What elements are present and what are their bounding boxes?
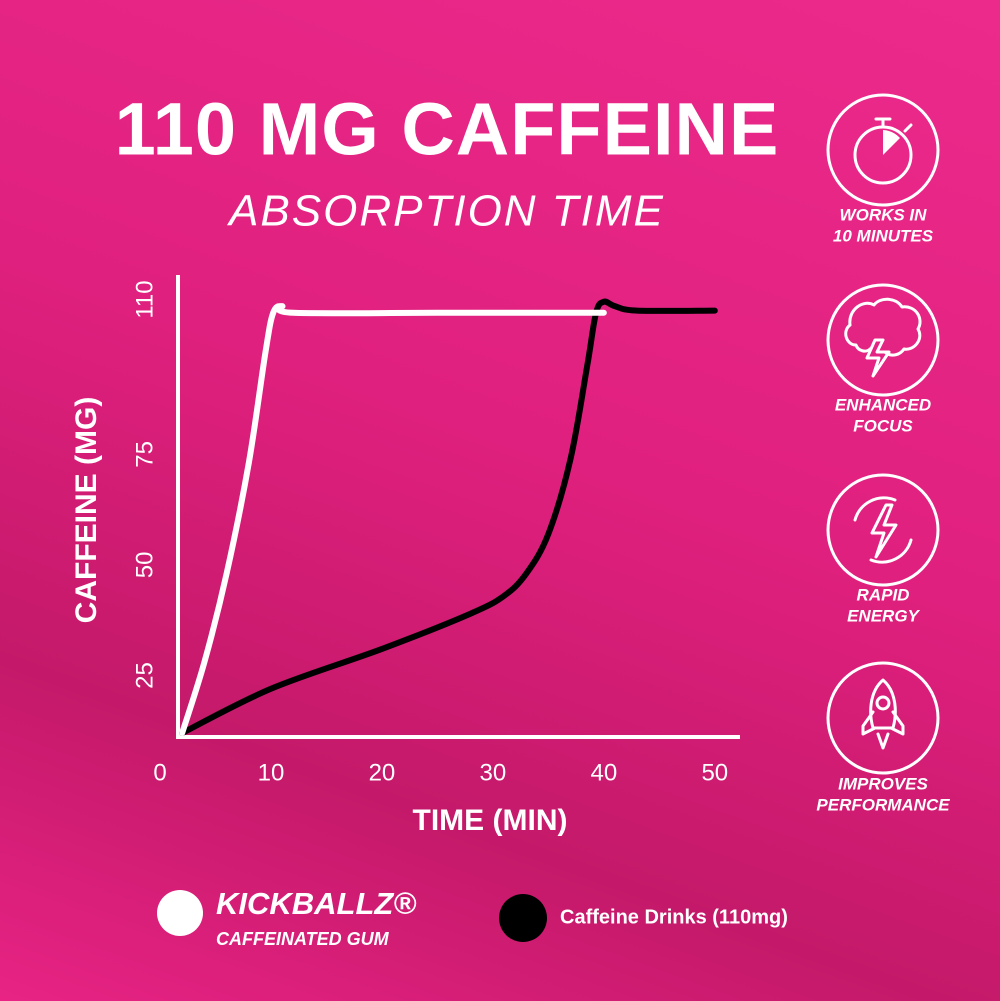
y-tick-label: 50 — [131, 552, 158, 579]
feature-label: ENERGY — [847, 606, 920, 625]
x-tick-label: 40 — [590, 759, 617, 786]
legend-swatch — [157, 890, 203, 936]
x-tick-label: 0 — [153, 759, 166, 786]
legend-caption: CAFFEINATED GUM — [216, 929, 390, 949]
feature-icon — [826, 473, 940, 587]
chart-title: 110 MG CAFFEINE — [115, 88, 780, 171]
series-line — [179, 303, 607, 736]
x-tick-label: 50 — [701, 759, 728, 786]
feature-label: IMPROVES — [838, 774, 928, 793]
feature-label: 10 MINUTES — [833, 226, 934, 245]
feature-label: FOCUS — [853, 416, 913, 435]
legend-label: KICKBALLZ® — [216, 886, 416, 921]
feature-label: ENHANCED — [835, 395, 931, 414]
feature-label: WORKS IN — [840, 205, 928, 224]
x-tick-label: 10 — [258, 759, 285, 786]
feature-icon — [826, 93, 940, 207]
legend-label: Caffeine Drinks (110mg) — [560, 906, 788, 928]
series-line — [179, 298, 718, 736]
feature-label: RAPID — [857, 585, 910, 604]
y-tick-label: 110 — [131, 280, 158, 318]
legend-swatch — [499, 894, 547, 942]
y-axis-label: CAFFEINE (MG) — [70, 397, 103, 624]
y-tick-label: 75 — [131, 441, 158, 468]
chart-subtitle: ABSORPTION TIME — [226, 187, 665, 236]
x-tick-label: 20 — [369, 759, 396, 786]
feature-label: PERFORMANCE — [816, 795, 950, 814]
x-axis-label: TIME (MIN) — [413, 804, 568, 837]
y-tick-label: 25 — [131, 662, 158, 689]
feature-icon — [826, 661, 940, 775]
feature-icon — [826, 283, 940, 397]
x-tick-label: 30 — [480, 759, 507, 786]
